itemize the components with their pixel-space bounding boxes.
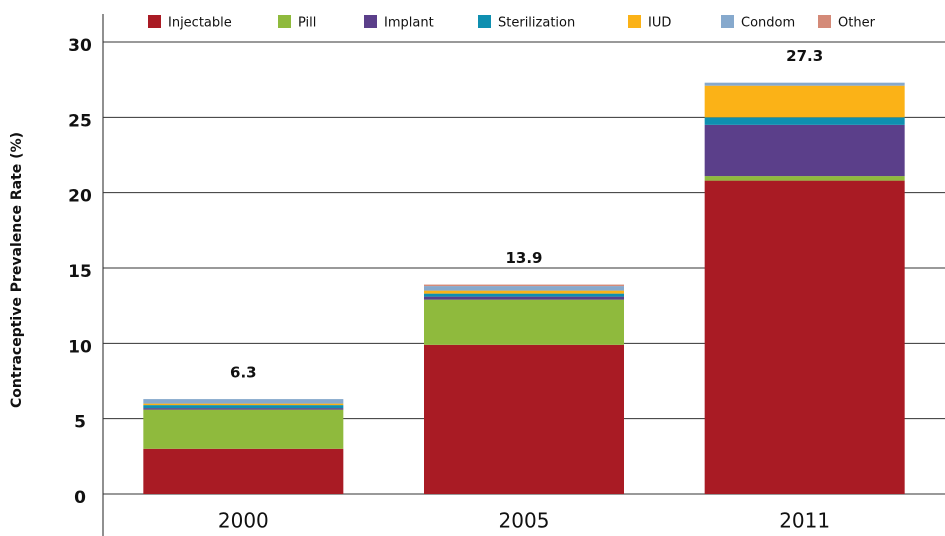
total-label: 27.3 bbox=[786, 47, 823, 65]
x-tick-label: 2000 bbox=[218, 509, 269, 533]
y-tick-label: 5 bbox=[74, 413, 86, 433]
y-tick-label: 30 bbox=[68, 36, 92, 56]
bar-segment bbox=[143, 403, 344, 406]
y-tick-label: 10 bbox=[68, 337, 92, 357]
legend-label: Injectable bbox=[168, 16, 232, 31]
bar-segment bbox=[143, 409, 344, 449]
bar-segment bbox=[704, 124, 905, 177]
legend-label: Implant bbox=[384, 16, 434, 31]
y-tick-label: 25 bbox=[68, 111, 92, 131]
legend-swatch bbox=[628, 15, 641, 28]
bar-segment bbox=[704, 82, 905, 86]
bar-segment bbox=[704, 85, 905, 118]
x-tick-label: 2005 bbox=[499, 509, 550, 533]
bar-segment bbox=[704, 117, 905, 125]
legend-swatch bbox=[364, 15, 377, 28]
legend-label: IUD bbox=[648, 16, 671, 31]
bar-segment bbox=[704, 176, 905, 181]
legend-swatch bbox=[278, 15, 291, 28]
legend-label: Sterilization bbox=[498, 16, 575, 31]
bar-segment bbox=[424, 296, 624, 300]
bar-segment bbox=[424, 293, 624, 297]
y-tick-label: 20 bbox=[68, 187, 92, 207]
bar-segment bbox=[424, 344, 624, 494]
bar-segment bbox=[424, 286, 624, 291]
total-label: 6.3 bbox=[230, 364, 257, 382]
y-axis-title: Contraceptive Prevalence Rate (%) bbox=[9, 132, 25, 408]
legend-label: Condom bbox=[741, 16, 795, 31]
y-tick-label: 15 bbox=[68, 262, 92, 282]
bar-segment bbox=[143, 405, 344, 409]
y-tick-label: 0 bbox=[74, 488, 86, 508]
bar-segment bbox=[424, 299, 624, 345]
legend-label: Other bbox=[838, 16, 876, 31]
legend-swatch bbox=[818, 15, 831, 28]
bar-segment bbox=[424, 290, 624, 294]
legend-label: Pill bbox=[298, 16, 316, 31]
bar-segment bbox=[143, 448, 344, 494]
bar-segment bbox=[704, 180, 905, 494]
legend-swatch bbox=[148, 15, 161, 28]
bar-segment bbox=[424, 284, 624, 287]
bar-segment bbox=[143, 399, 344, 404]
x-tick-label: 2011 bbox=[779, 509, 830, 533]
total-label: 13.9 bbox=[505, 249, 542, 267]
legend-swatch bbox=[478, 15, 491, 28]
legend-swatch bbox=[721, 15, 734, 28]
bar-segment bbox=[143, 408, 344, 410]
